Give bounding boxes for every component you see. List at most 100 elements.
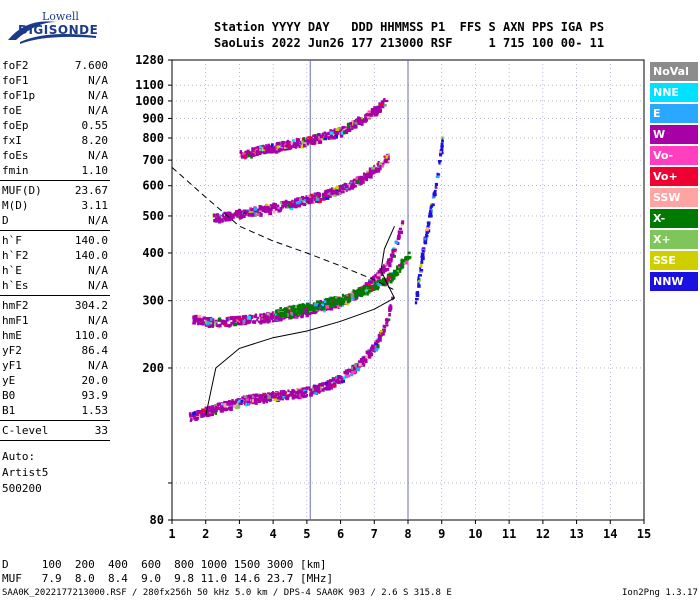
echo-point bbox=[392, 276, 395, 280]
param-value: 3.11 bbox=[81, 199, 109, 212]
echo-point bbox=[325, 381, 328, 385]
echo-point bbox=[372, 172, 375, 175]
echo-point bbox=[354, 290, 358, 294]
echo-point bbox=[284, 144, 288, 148]
echo-point bbox=[334, 132, 339, 136]
echo-point bbox=[280, 143, 284, 148]
echo-point bbox=[192, 322, 197, 325]
echo-point bbox=[374, 273, 378, 277]
echo-point bbox=[306, 386, 309, 390]
header-labels: Station YYYY DAY DDD HHMMSS P1 FFS S AXN… bbox=[214, 20, 605, 34]
echo-point bbox=[262, 392, 267, 397]
echo-point bbox=[367, 354, 372, 359]
echo-point bbox=[209, 320, 214, 323]
echo-point bbox=[329, 129, 333, 133]
echo-point bbox=[276, 312, 279, 315]
echo-point bbox=[368, 168, 373, 173]
param-name: h`E bbox=[2, 264, 22, 277]
echo-point bbox=[207, 413, 211, 417]
echo-point bbox=[300, 140, 304, 144]
echo-point bbox=[418, 274, 422, 277]
echo-point bbox=[336, 297, 340, 300]
echo-point bbox=[328, 304, 333, 308]
echo-point bbox=[430, 209, 433, 213]
echo-point bbox=[196, 412, 199, 417]
echo-point bbox=[262, 151, 267, 154]
echo-point bbox=[332, 190, 335, 195]
echo-point bbox=[287, 146, 291, 151]
echo-point bbox=[374, 107, 379, 112]
echo-point bbox=[215, 408, 218, 413]
echo-point bbox=[360, 178, 365, 181]
echo-point bbox=[313, 138, 317, 142]
echo-point bbox=[419, 263, 423, 268]
echo-point bbox=[290, 306, 293, 311]
param-row: h`Es N/A bbox=[0, 278, 166, 293]
echo-point bbox=[225, 402, 228, 406]
echo-point bbox=[276, 142, 279, 145]
echo-point bbox=[364, 113, 368, 117]
param-value: N/A bbox=[88, 89, 108, 102]
echo-point bbox=[384, 262, 387, 266]
echo-point bbox=[220, 219, 224, 223]
echo-point bbox=[318, 140, 321, 144]
y-tick-label: 300 bbox=[142, 294, 164, 308]
echo-point bbox=[336, 380, 340, 384]
echo-point bbox=[302, 395, 305, 399]
header-values: SaoLuis 2022 Jun26 177 213000 RSF 1 715 … bbox=[214, 36, 605, 50]
echo-point bbox=[420, 256, 425, 261]
echo-point bbox=[192, 316, 197, 320]
echo-point bbox=[362, 176, 366, 180]
echo-point bbox=[236, 214, 239, 218]
echo-point bbox=[197, 314, 202, 318]
param-name: h`F bbox=[2, 234, 22, 247]
echo-point bbox=[277, 208, 281, 213]
echo-point bbox=[259, 395, 262, 399]
echo-point bbox=[299, 199, 302, 204]
echo-point bbox=[235, 399, 238, 403]
echo-point bbox=[278, 313, 282, 317]
param-value: N/A bbox=[88, 359, 108, 372]
echo-point bbox=[239, 322, 243, 326]
echo-point bbox=[329, 379, 332, 383]
echo-point bbox=[357, 182, 360, 185]
echo-point bbox=[295, 391, 298, 395]
echo-point bbox=[332, 298, 337, 302]
echo-point bbox=[296, 199, 300, 202]
echo-point bbox=[311, 196, 314, 200]
echo-point bbox=[264, 147, 269, 150]
legend-item-x: X- bbox=[650, 209, 698, 228]
param-row: foEp 0.55 bbox=[0, 118, 166, 133]
echo-point bbox=[203, 321, 207, 324]
echo-point bbox=[378, 110, 382, 113]
echo-point bbox=[304, 390, 307, 395]
echo-point bbox=[259, 320, 263, 325]
echo-point bbox=[389, 304, 392, 308]
echo-point bbox=[249, 153, 252, 158]
echo-point bbox=[291, 310, 296, 314]
echo-point bbox=[381, 105, 385, 109]
echo-point bbox=[401, 265, 405, 269]
param-name: C-level bbox=[2, 424, 49, 437]
echo-point bbox=[370, 171, 374, 176]
echo-point bbox=[294, 198, 298, 203]
echo-point bbox=[346, 374, 351, 378]
echo-point bbox=[424, 237, 427, 241]
echo-point bbox=[332, 382, 337, 386]
echo-point bbox=[305, 313, 309, 318]
param-row: foE N/A bbox=[0, 103, 166, 118]
echo-point bbox=[278, 149, 281, 153]
echo-point bbox=[332, 302, 335, 307]
echo-point bbox=[359, 293, 364, 298]
echo-point bbox=[256, 318, 259, 322]
echo-point bbox=[300, 314, 304, 319]
echo-point bbox=[302, 303, 306, 307]
echo-point bbox=[242, 400, 246, 404]
echo-point bbox=[284, 313, 288, 318]
echo-point bbox=[304, 310, 308, 315]
echo-point bbox=[252, 214, 257, 218]
echo-point bbox=[278, 395, 282, 400]
echo-point bbox=[321, 383, 325, 387]
echo-point bbox=[257, 393, 261, 396]
echo-point bbox=[376, 344, 380, 349]
